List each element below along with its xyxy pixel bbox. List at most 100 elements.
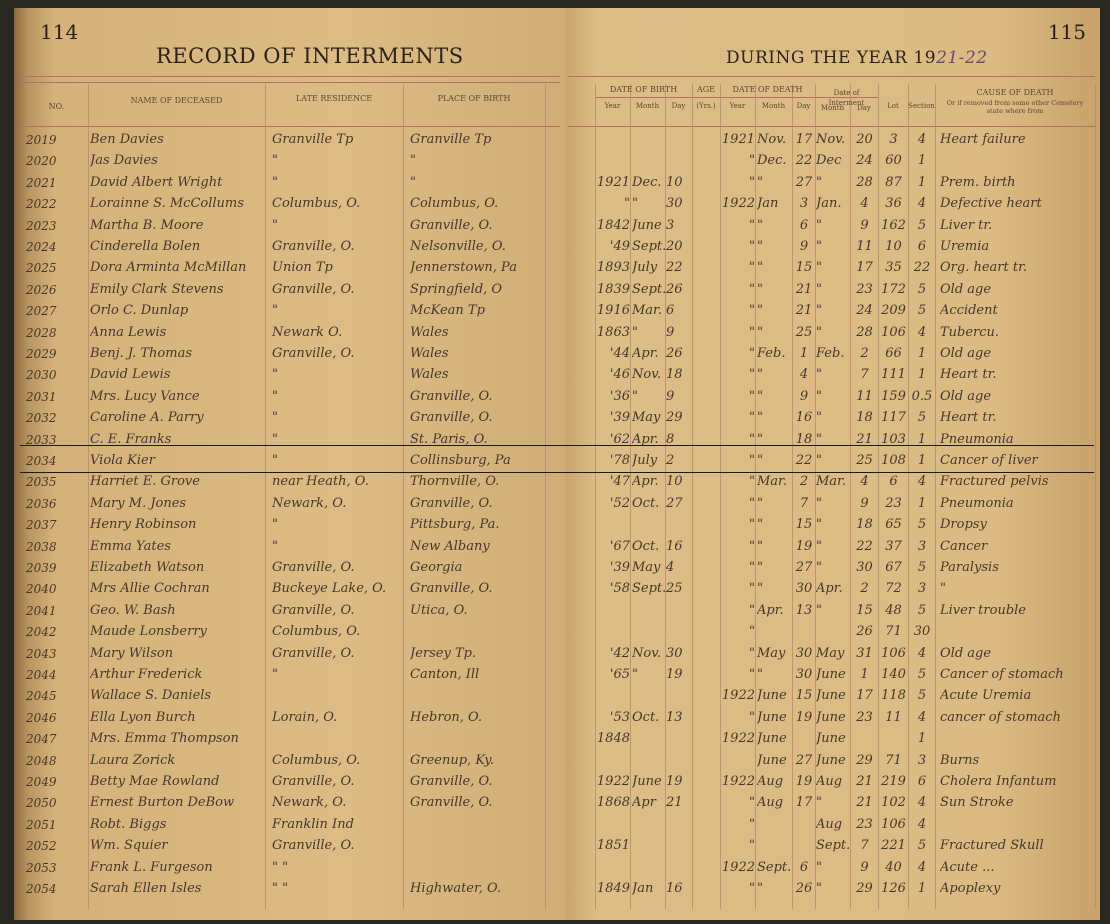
cell-id: 21 (856, 795, 873, 811)
cell-lot: 87 (885, 174, 902, 190)
cell-dy: " (749, 367, 755, 383)
cell-no: 2030 (26, 368, 57, 383)
cell-im: June (816, 688, 846, 704)
cell-im: Dec (816, 153, 842, 169)
cell-sec: 4 (917, 645, 927, 661)
cell-sec: 4 (917, 795, 927, 811)
cell-birth: " (410, 174, 416, 190)
cell-dy: " (749, 495, 755, 511)
cell-res: Granville, O. (272, 774, 355, 789)
cell-bm: Apr (632, 795, 656, 811)
marker-line (20, 472, 1094, 473)
column-divider (692, 84, 693, 909)
cell-bd: 2 (666, 453, 675, 468)
cell-birth: Pittsburg, Pa. (410, 517, 500, 533)
cell-id: 4 (860, 474, 869, 490)
cell-sec: 3 (917, 581, 927, 597)
cell-name: Frank L. Furgeson (90, 859, 213, 875)
cell-birth: Hebron, O. (410, 709, 483, 725)
header-interment-day: Day (857, 104, 871, 112)
cell-dm: " (757, 581, 763, 597)
column-divider (850, 84, 851, 909)
cell-lot: 11 (885, 709, 902, 725)
cell-lot: 60 (885, 153, 902, 169)
cell-dd: 2 (799, 474, 809, 490)
cell-res: Granville, O. (272, 838, 355, 854)
cell-id: 28 (856, 174, 873, 190)
cell-id: 2 (860, 346, 869, 361)
page-title-right: DURING THE YEAR 1921-22 (726, 48, 988, 68)
cell-by: 1868 (596, 795, 630, 811)
cell-dy: " (749, 153, 755, 169)
cell-dd: 30 (795, 667, 813, 682)
cell-dm: " (757, 495, 763, 511)
cell-im: Feb. (816, 346, 845, 361)
cell-bd: 21 (666, 795, 683, 811)
cell-name: Benj. J. Thomas (90, 346, 193, 361)
cell-by: '67 (609, 538, 630, 554)
cell-dd: 19 (795, 709, 813, 725)
cell-id: 4 (860, 196, 869, 212)
cell-name: Elizabeth Watson (90, 560, 205, 575)
cell-dd: 9 (799, 239, 809, 254)
cell-id: 31 (856, 645, 873, 661)
cell-dd: 15 (795, 517, 813, 533)
cell-bm: June (632, 217, 662, 233)
cell-dy: " (749, 239, 755, 254)
cell-bd: 9 (666, 324, 675, 340)
left-ledger-page: 114 RECORD OF INTERMENTS (14, 8, 566, 920)
cell-dy: 1922 (721, 688, 755, 704)
cell-no: 2036 (26, 496, 57, 511)
cell-birth: Granville, O. (410, 495, 493, 511)
cell-dy: 1922 (721, 196, 755, 212)
cell-dy: " (749, 816, 755, 832)
cell-no: 2053 (26, 860, 57, 875)
cell-no: 2052 (26, 839, 57, 854)
cell-id: 25 (856, 453, 873, 468)
cell-res: " (272, 367, 278, 383)
cell-dy: " (749, 303, 755, 319)
cell-dy: " (749, 538, 755, 554)
cell-id: 18 (856, 410, 873, 426)
cell-dm: Nov. (757, 132, 787, 147)
cell-name: Wm. Squier (90, 838, 168, 854)
cell-sec: 4 (917, 132, 927, 147)
cell-bd: 30 (666, 645, 683, 661)
cell-dm: Mar. (757, 474, 787, 490)
cell-name: Emily Clark Stevens (90, 281, 224, 297)
cell-id: 11 (856, 388, 873, 404)
cell-dd: 25 (795, 324, 813, 340)
cell-no: 2041 (26, 603, 57, 618)
cell-id: 24 (856, 303, 873, 319)
cell-dd: 15 (795, 688, 813, 704)
cell-lot: 65 (885, 517, 902, 533)
cell-bd: 10 (666, 174, 683, 190)
cell-birth: Granville, O. (410, 795, 493, 811)
cell-res: Granville, O. (272, 560, 355, 575)
cell-dd: 16 (795, 410, 813, 426)
cell-im: " (816, 410, 822, 426)
cell-lot: 67 (885, 560, 902, 575)
cell-dm: Feb. (757, 346, 786, 361)
cell-lot: 209 (881, 303, 906, 319)
cell-im: " (816, 281, 822, 297)
handwritten-year: 21-22 (936, 48, 988, 68)
cell-bd: 13 (666, 709, 683, 725)
cell-name: Maude Lonsberry (90, 624, 207, 640)
cell-dd: 21 (795, 303, 813, 319)
cell-birth: Utica, O. (410, 602, 468, 618)
cell-sec: 4 (917, 196, 927, 212)
cell-sec: 1 (917, 495, 927, 511)
cell-bd: 26 (666, 281, 683, 297)
cell-dy: " (749, 217, 755, 233)
cell-dm: " (757, 881, 763, 896)
header-death-day: Day (796, 102, 811, 110)
header-rule (568, 126, 1095, 127)
cell-res: Buckeye Lake, O. (272, 581, 387, 597)
cell-sec: 5 (917, 602, 927, 618)
cell-cause: Old age (940, 645, 992, 661)
header-cause: CAUSE OF DEATH (976, 88, 1054, 97)
cell-lot: 117 (881, 410, 906, 426)
cell-res: Granville, O. (272, 346, 355, 361)
cell-dm: Aug (757, 795, 784, 811)
